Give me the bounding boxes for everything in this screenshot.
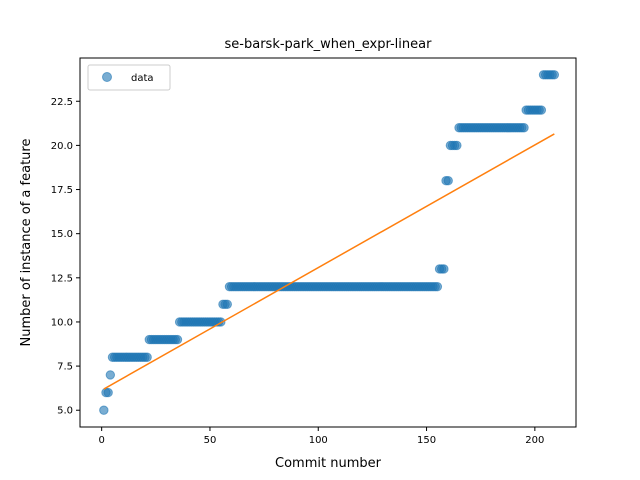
x-tick-label: 200 — [525, 435, 544, 446]
y-tick-label: 5.0 — [57, 406, 73, 417]
y-tick-label: 17.5 — [51, 185, 73, 196]
y-tick-label: 7.5 — [57, 362, 73, 373]
x-axis: 0 50 100 150 200 — [98, 427, 544, 446]
y-tick-label: 12.5 — [51, 273, 73, 284]
y-tick-label: 22.5 — [51, 97, 73, 108]
data-point — [142, 352, 152, 362]
data-point — [105, 370, 116, 380]
y-tick-label: 15.0 — [51, 229, 73, 240]
legend: data — [87, 64, 171, 91]
data-point — [439, 264, 449, 274]
axes-frame — [79, 57, 577, 428]
x-tick-label: 50 — [204, 435, 217, 446]
x-axis-title: Commit number — [275, 456, 382, 471]
y-tick-label: 10.0 — [51, 317, 73, 328]
data-point — [452, 140, 462, 151]
x-tick-label: 100 — [309, 435, 328, 446]
y-axis: 5.0 7.5 10.0 12.5 15.0 17.5 20.0 22.5 — [51, 97, 80, 417]
data-point — [432, 281, 443, 292]
data-point — [99, 405, 109, 415]
legend-frame — [87, 64, 171, 91]
legend-marker-data — [102, 72, 112, 82]
data-point — [519, 123, 529, 133]
plot-area — [99, 70, 560, 415]
data-point — [549, 70, 560, 80]
x-tick-label: 150 — [417, 435, 436, 446]
y-tick-label: 20.0 — [51, 141, 73, 152]
fit-line — [103, 133, 555, 390]
data-point — [222, 299, 232, 309]
data-point — [172, 334, 183, 345]
y-axis-title: Number of instance of a feature — [19, 139, 34, 347]
legend-label-data: data — [131, 73, 154, 84]
data-point — [103, 387, 113, 398]
chart-title: se-barsk-park_when_expr-linear — [225, 37, 433, 52]
x-tick-label: 0 — [98, 435, 104, 446]
data-point — [536, 105, 547, 115]
data-point — [443, 176, 453, 186]
